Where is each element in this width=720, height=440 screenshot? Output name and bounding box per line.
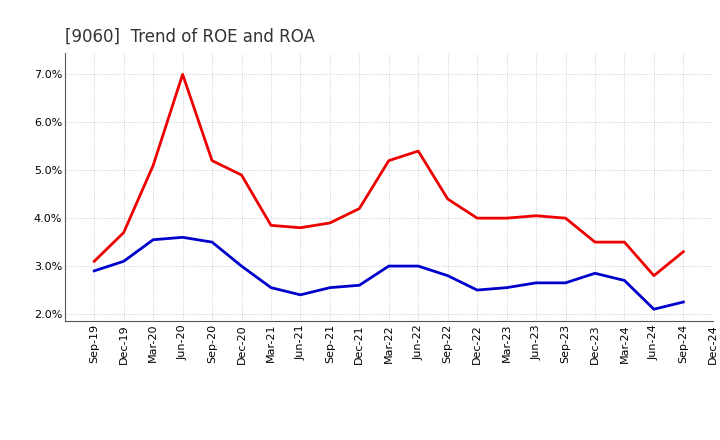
ROA (649, 307, 658, 312)
ROE (237, 172, 246, 178)
ROA (532, 280, 541, 286)
ROA (266, 285, 275, 290)
ROE (179, 72, 187, 77)
ROA (208, 239, 217, 245)
ROA (590, 271, 599, 276)
ROA (444, 273, 452, 279)
ROA (561, 280, 570, 286)
ROE (590, 239, 599, 245)
ROE (503, 216, 511, 221)
ROA (355, 282, 364, 288)
ROA (325, 285, 334, 290)
ROE (414, 148, 423, 154)
ROA (384, 264, 393, 269)
ROE (325, 220, 334, 226)
ROE (649, 273, 658, 279)
ROA (414, 264, 423, 269)
ROE (355, 206, 364, 211)
ROA (149, 237, 158, 242)
Text: [9060]  Trend of ROE and ROA: [9060] Trend of ROE and ROA (65, 28, 315, 46)
ROA (620, 278, 629, 283)
ROE (120, 230, 128, 235)
ROE (266, 223, 275, 228)
ROE (296, 225, 305, 231)
ROA (90, 268, 99, 274)
ROE (149, 163, 158, 168)
ROE (384, 158, 393, 163)
ROE (444, 196, 452, 202)
ROA (120, 259, 128, 264)
ROA (503, 285, 511, 290)
ROE (561, 216, 570, 221)
ROA (473, 287, 482, 293)
ROE (473, 216, 482, 221)
ROE (208, 158, 217, 163)
ROE (532, 213, 541, 218)
ROA (296, 292, 305, 297)
ROA (679, 299, 688, 304)
ROE (620, 239, 629, 245)
ROE (679, 249, 688, 254)
Line: ROA: ROA (94, 237, 683, 309)
ROA (179, 235, 187, 240)
ROE (90, 259, 99, 264)
Line: ROE: ROE (94, 74, 683, 276)
ROA (237, 264, 246, 269)
